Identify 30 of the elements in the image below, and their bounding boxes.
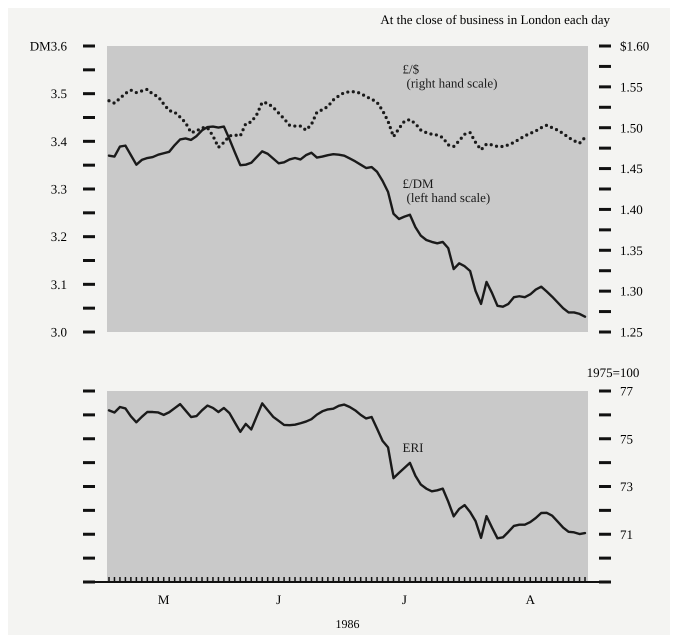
y2-tick-label: 77 [620, 384, 634, 399]
y2-tick-label: 1.30 [620, 284, 643, 299]
y-tick-label: 3.0 [50, 324, 67, 340]
x-axis-title: 1986 [336, 617, 360, 631]
y2-axis-title: 1975=100 [586, 365, 640, 380]
y2-tick-label: 1.55 [620, 79, 643, 94]
y-tick-label: 3.3 [50, 182, 67, 197]
x-tick-label: M [158, 592, 170, 607]
y2-tick-label: 1.35 [620, 242, 643, 258]
y2-tick-label: 1.45 [620, 161, 643, 176]
y2-tick-label: 1.40 [620, 202, 643, 217]
line-series [108, 402, 586, 540]
y-tick-label: DM3.6 [30, 38, 68, 54]
series-label: £/DM (left hand scale) [402, 176, 490, 205]
x-tick-label: A [526, 592, 536, 607]
chart-subtitle: At the close of business in London each day [380, 12, 610, 27]
y-tick-label: 3.4 [50, 134, 68, 149]
text: £/$ (right hand scale) [402, 62, 498, 91]
y2-tick-label: 75 [620, 431, 633, 446]
x-tick-label: J [276, 592, 282, 607]
y2-tick-label: 1.50 [620, 120, 643, 136]
y2-tick-label: 1.25 [620, 324, 643, 340]
y2-tick-label: $1.60 [620, 38, 650, 54]
y-tick-label: 3.2 [50, 229, 67, 244]
y-tick-label: 3.5 [50, 86, 67, 102]
y2-tick-label: 73 [620, 479, 633, 494]
series-label: ERI [402, 440, 424, 456]
y-tick-label: 3.1 [50, 276, 67, 292]
x-tick-label: J [402, 592, 407, 607]
y2-tick-label: 71 [620, 526, 633, 542]
